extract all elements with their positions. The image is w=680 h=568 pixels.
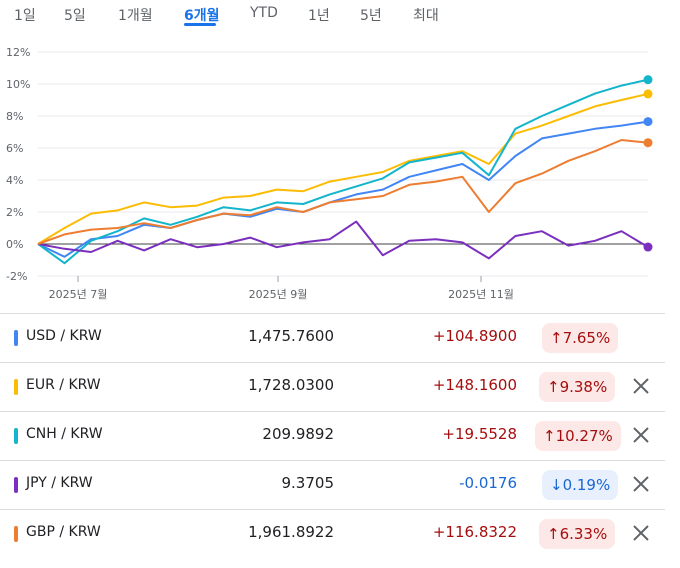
table-row[interactable]: CNH / KRW 209.9892 +19.5528 ↑10.27% bbox=[0, 411, 665, 461]
y-tick-label: 8% bbox=[6, 110, 23, 123]
price-value: 1,475.7600 bbox=[248, 327, 334, 345]
close-icon[interactable] bbox=[630, 424, 652, 446]
x-tick-label: 2025년 11월 bbox=[448, 288, 514, 301]
change-value: +19.5528 bbox=[442, 425, 517, 443]
change-value: +116.8322 bbox=[432, 523, 517, 541]
series-line bbox=[37, 139, 649, 245]
time-range-tabs: 1일 5일 1개월 6개월 YTD 1년 5년 최대 bbox=[0, 0, 680, 36]
x-tick-label: 2025년 7월 bbox=[49, 288, 108, 301]
x-tick-label: 2025년 9월 bbox=[249, 288, 308, 301]
percent-badge: ↑7.65% bbox=[542, 323, 619, 353]
close-icon[interactable] bbox=[630, 522, 652, 544]
change-value: -0.0176 bbox=[459, 474, 517, 492]
tab-ytd[interactable]: YTD bbox=[250, 5, 278, 21]
y-tick-label: 10% bbox=[6, 78, 30, 91]
percent-value: 9.38% bbox=[559, 378, 608, 396]
series-line bbox=[37, 220, 649, 260]
percent-badge: ↑9.38% bbox=[539, 372, 616, 402]
series-line bbox=[37, 92, 649, 245]
price-value: 209.9892 bbox=[262, 425, 334, 443]
arrow-up-icon: ↑ bbox=[547, 525, 560, 543]
arrow-down-icon: ↓ bbox=[550, 476, 563, 494]
active-tab-indicator bbox=[184, 23, 216, 26]
series-color-swatch bbox=[14, 428, 18, 444]
percent-value: 0.19% bbox=[562, 476, 611, 494]
tab-5y[interactable]: 5년 bbox=[360, 8, 382, 24]
series-color-swatch bbox=[14, 477, 18, 493]
tab-6m[interactable]: 6개월 bbox=[184, 8, 220, 24]
pair-label: GBP / KRW bbox=[26, 524, 101, 540]
percent-badge: ↑10.27% bbox=[535, 421, 621, 451]
percent-badge: ↑6.33% bbox=[539, 519, 616, 549]
table-row[interactable]: USD / KRW 1,475.7600 +104.8900 ↑7.65% bbox=[0, 313, 665, 363]
y-tick-label: 0% bbox=[6, 238, 23, 251]
pair-label: JPY / KRW bbox=[26, 475, 93, 491]
series-end-point bbox=[643, 75, 653, 85]
series-color-swatch bbox=[14, 526, 18, 542]
y-tick-label: 6% bbox=[6, 142, 23, 155]
pair-label: CNH / KRW bbox=[26, 426, 103, 442]
close-icon[interactable] bbox=[630, 375, 652, 397]
tab-5d[interactable]: 5일 bbox=[64, 8, 86, 24]
arrow-up-icon: ↑ bbox=[547, 378, 560, 396]
price-value: 1,961.8922 bbox=[248, 523, 334, 541]
y-tick-label: -2% bbox=[6, 270, 27, 283]
percent-value: 10.27% bbox=[555, 427, 613, 445]
series-line bbox=[37, 78, 649, 265]
table-row[interactable]: GBP / KRW 1,961.8922 +116.8322 ↑6.33% bbox=[0, 509, 665, 559]
percent-badge: ↓0.19% bbox=[542, 470, 619, 500]
tab-1d[interactable]: 1일 bbox=[14, 8, 36, 24]
table-row[interactable]: JPY / KRW 9.3705 -0.0176 ↓0.19% bbox=[0, 460, 665, 510]
price-value: 9.3705 bbox=[281, 474, 335, 492]
series-end-point bbox=[643, 117, 653, 127]
arrow-up-icon: ↑ bbox=[543, 427, 556, 445]
series-end-point bbox=[643, 138, 653, 148]
series-color-swatch bbox=[14, 330, 18, 346]
pair-label: USD / KRW bbox=[26, 328, 102, 344]
tab-max[interactable]: 최대 bbox=[413, 8, 439, 24]
pair-label: EUR / KRW bbox=[26, 377, 101, 393]
y-tick-label: 2% bbox=[6, 206, 23, 219]
arrow-up-icon: ↑ bbox=[550, 329, 563, 347]
price-value: 1,728.0300 bbox=[248, 376, 334, 394]
series-end-point bbox=[643, 89, 653, 99]
y-tick-label: 12% bbox=[6, 46, 30, 59]
tab-1m[interactable]: 1개월 bbox=[118, 8, 153, 24]
tab-1y[interactable]: 1년 bbox=[308, 8, 330, 24]
series-end-point bbox=[643, 242, 653, 252]
change-value: +104.8900 bbox=[432, 327, 517, 345]
close-icon[interactable] bbox=[630, 473, 652, 495]
percent-value: 7.65% bbox=[562, 329, 611, 347]
table-row[interactable]: EUR / KRW 1,728.0300 +148.1600 ↑9.38% bbox=[0, 362, 665, 412]
y-tick-label: 4% bbox=[6, 174, 23, 187]
percent-value: 6.33% bbox=[559, 525, 608, 543]
series-color-swatch bbox=[14, 379, 18, 395]
currency-chart[interactable]: 12% 10% 8% 6% 4% 2% 0% -2% 2025년 7월 2025년 9월 2025년… bbox=[0, 38, 680, 310]
series-line bbox=[37, 120, 649, 258]
change-value: +148.1600 bbox=[432, 376, 517, 394]
